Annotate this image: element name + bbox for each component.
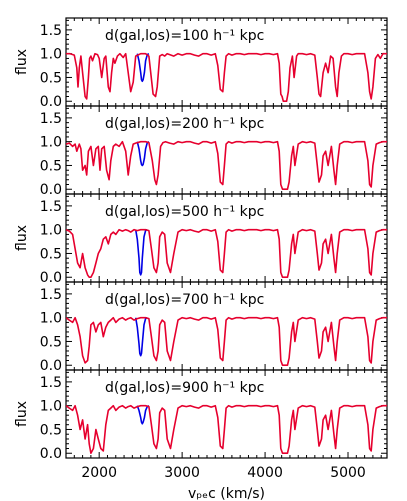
panel-title: d(gal,los)=200 h⁻¹ kpc <box>105 116 264 132</box>
y-tick-label: 1.0 <box>40 223 62 239</box>
panel-2: 0.0 0.5 1.0 1.5 d(gal,los)=200 h⁻¹ kpc <box>40 105 388 198</box>
y-tick-label: 1.0 <box>40 399 62 415</box>
y-tick-label: 0.5 <box>40 422 62 438</box>
y-tick-label: 0.5 <box>40 246 62 262</box>
y-axis-label: flux <box>14 225 30 251</box>
y-tick-label: 0.0 <box>40 270 62 286</box>
series-blue-line <box>134 316 148 357</box>
y-tick-label: 0.0 <box>40 358 62 374</box>
series-blue-line <box>134 228 148 276</box>
panel-title: d(gal,los)=500 h⁻¹ kpc <box>105 204 264 220</box>
y-tick-label: 1.5 <box>40 287 62 303</box>
x-tick-label: 4000 <box>247 465 283 481</box>
panel-3: 0.0 0.5 1.0 1.5 d(gal,los)=500 h⁻¹ kpc flux <box>14 193 388 286</box>
series-blue-line <box>136 405 150 425</box>
series-blue-line <box>136 141 150 167</box>
y-tick-label: 1.5 <box>40 111 62 127</box>
x-tick-label: 3000 <box>164 465 200 481</box>
panel-5: 0.0 0.5 1.0 1.5 2000 3000 4000 5000 d(gal,los)=9… <box>14 369 388 501</box>
x-tick-label: 5000 <box>330 465 366 481</box>
series-red-line <box>66 140 387 190</box>
series-red-line <box>66 316 387 366</box>
y-tick-label: 1.0 <box>40 311 62 327</box>
panel-frame <box>65 369 388 459</box>
panel-title: d(gal,los)=100 h⁻¹ kpc <box>105 28 264 44</box>
series-red-line <box>66 404 387 454</box>
y-tick-label: 1.0 <box>40 47 62 63</box>
y-tick-label: 0.5 <box>40 158 62 174</box>
panel-title: d(gal,los)=900 h⁻¹ kpc <box>105 380 264 396</box>
panel-title: d(gal,los)=700 h⁻¹ kpc <box>105 292 264 308</box>
y-tick-label: 1.5 <box>40 199 62 215</box>
y-tick-label: 0.5 <box>40 334 62 350</box>
x-axis-label: vₚₑc (km/s) <box>188 486 265 501</box>
x-tick-label: 2000 <box>81 465 117 481</box>
y-axis-label: flux <box>14 49 30 75</box>
y-tick-label: 1.5 <box>40 23 62 39</box>
y-tick-label: 0.0 <box>40 182 62 198</box>
series-red-line <box>66 228 387 278</box>
y-tick-label: 1.5 <box>40 375 62 391</box>
y-tick-label: 0.5 <box>40 70 62 86</box>
y-tick-label: 1.0 <box>40 135 62 151</box>
y-axis-label: flux <box>14 401 30 427</box>
y-tick-label: 0.0 <box>40 94 62 110</box>
y-tick-label: 0.0 <box>40 446 62 462</box>
panel-4: 0.0 0.5 1.0 1.5 d(gal,los)=700 h⁻¹ kpc <box>40 281 388 374</box>
series-red-line <box>66 52 387 102</box>
panel-1: 0.0 0.5 1.0 1.5 d(gal,los)=100 h⁻¹ kpc flux <box>14 17 388 110</box>
series-blue-line <box>136 53 150 83</box>
